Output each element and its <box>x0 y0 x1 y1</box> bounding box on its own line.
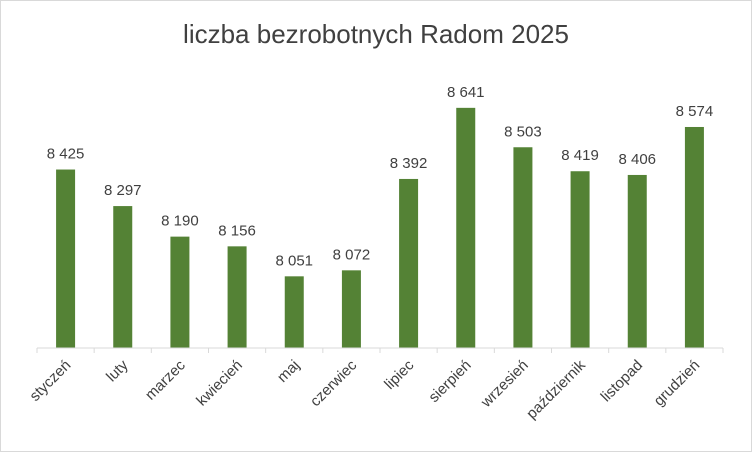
value-label-7: 8 641 <box>447 84 485 101</box>
category-label-4: maj <box>274 357 303 386</box>
bar-11 <box>684 126 704 348</box>
value-label-0: 8 425 <box>47 146 85 163</box>
chart-title: liczba bezrobotnych Radom 2025 <box>183 19 569 49</box>
category-label-5: czerwiec <box>307 356 361 410</box>
value-label-3: 8 156 <box>218 222 256 239</box>
value-label-4: 8 051 <box>275 252 313 269</box>
bar-5 <box>341 270 361 348</box>
bar-9 <box>570 171 590 348</box>
category-label-1: luty <box>103 356 132 385</box>
value-label-1: 8 297 <box>104 182 142 199</box>
value-label-5: 8 072 <box>333 246 371 263</box>
bar-4 <box>284 276 304 348</box>
category-label-10: listopad <box>597 357 646 406</box>
category-label-2: marzec <box>142 356 189 403</box>
bar-7 <box>456 107 476 348</box>
category-label-11: grudzień <box>651 357 704 410</box>
bar-6 <box>399 178 419 348</box>
value-label-6: 8 392 <box>390 155 428 172</box>
category-label-0: styczeń <box>26 357 74 405</box>
bar-3 <box>227 246 247 348</box>
x-ticks-group <box>36 348 724 353</box>
category-label-3: kwiecień <box>193 357 246 410</box>
bar-10 <box>627 174 647 348</box>
category-label-6: lipiec <box>381 356 418 393</box>
bars-group <box>56 107 704 348</box>
bar-0 <box>56 169 76 348</box>
bar-1 <box>113 206 133 348</box>
category-label-8: wrzesień <box>477 357 532 412</box>
value-label-10: 8 406 <box>618 151 656 168</box>
value-label-9: 8 419 <box>561 147 599 164</box>
value-label-11: 8 574 <box>676 103 714 120</box>
bar-8 <box>513 147 533 348</box>
value-label-2: 8 190 <box>161 213 199 230</box>
value-label-8: 8 503 <box>504 123 542 140</box>
value-labels-group: 8 425 8 297 8 190 8 156 8 051 8 072 8 392 8 641… <box>47 84 713 269</box>
bar-2 <box>170 236 190 348</box>
category-label-9: październik <box>523 356 589 422</box>
category-label-7: sierpień <box>425 357 474 406</box>
category-labels-group: styczeń luty marzec kwiecień maj czerwiec lipi… <box>26 356 703 422</box>
